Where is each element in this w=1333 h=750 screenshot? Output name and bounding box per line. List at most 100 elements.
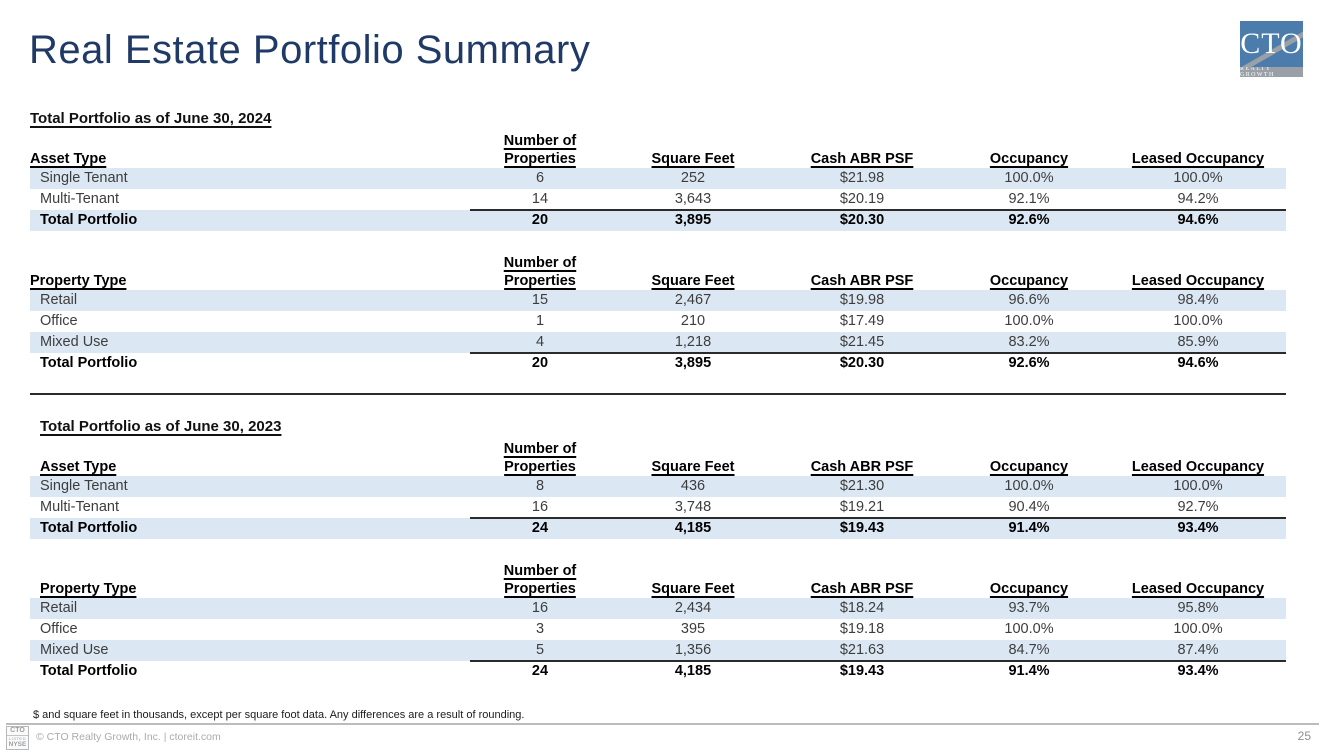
table-row: Retail 15 2,467 $19.98 96.6% 98.4% xyxy=(30,290,1286,311)
table-row: Single Tenant 6 252 $21.98 100.0% 100.0% xyxy=(30,168,1286,189)
row-label: Multi-Tenant xyxy=(40,191,119,207)
total-value: 94.6% xyxy=(1177,212,1219,228)
row-label-header: Asset Type xyxy=(40,459,117,475)
table-body: Single Tenant 6 252 $21.98 100.0% 100.0% Multi… xyxy=(30,168,1286,210)
header-spacer xyxy=(30,562,470,580)
col-header-top: Number of xyxy=(503,133,577,149)
row-value: $19.98 xyxy=(839,292,885,308)
portfolio-section: Total Portfolio as of June 30, 2023 Numb… xyxy=(30,418,1286,682)
table-row: Multi-Tenant 16 3,748 $19.21 90.4% 92.7% xyxy=(30,497,1286,518)
col-header-top xyxy=(1110,562,1286,580)
col-header-top xyxy=(948,440,1110,458)
total-value: 4,185 xyxy=(674,663,712,679)
col-header: Leased Occupancy xyxy=(1131,581,1265,597)
section-divider xyxy=(30,393,1286,395)
copyright-text: © CTO Realty Growth, Inc. | ctoreit.com xyxy=(36,731,221,743)
total-value: 92.6% xyxy=(1008,212,1050,228)
footnote: $ and square feet in thousands, except p… xyxy=(33,709,525,721)
portfolio-table: Number of Property Type Properties Squar… xyxy=(30,254,1286,374)
row-value: $19.21 xyxy=(839,499,885,515)
total-value: 93.4% xyxy=(1177,663,1219,679)
total-label: Total Portfolio xyxy=(40,663,138,679)
header-spacer xyxy=(30,132,470,150)
row-value: 98.4% xyxy=(1177,292,1219,308)
total-value: $20.30 xyxy=(839,355,885,371)
col-header: Occupancy xyxy=(989,151,1069,167)
row-label: Retail xyxy=(40,600,78,616)
col-header-top: Number of xyxy=(503,441,577,457)
row-value: 100.0% xyxy=(1004,170,1054,186)
table-header-row: Property Type Properties Square Feet Cas… xyxy=(30,272,1286,290)
row-value: 100.0% xyxy=(1173,170,1223,186)
header-spacer xyxy=(30,440,470,458)
col-header-top xyxy=(1110,440,1286,458)
total-value: 93.4% xyxy=(1177,520,1219,536)
total-row: Total Portfolio 20 3,895 $20.30 92.6% 94… xyxy=(30,209,1286,231)
row-label: Office xyxy=(40,621,78,637)
section-tables: Number of Asset Type Properties Square F… xyxy=(30,440,1286,682)
section-heading: Total Portfolio as of June 30, 2023 xyxy=(40,418,282,435)
col-header: Cash ABR PSF xyxy=(810,459,914,475)
table-row: Mixed Use 5 1,356 $21.63 84.7% 87.4% xyxy=(30,640,1286,661)
row-value: $21.98 xyxy=(839,170,885,186)
table-row: Office 3 395 $19.18 100.0% 100.0% xyxy=(30,619,1286,640)
col-header: Cash ABR PSF xyxy=(810,581,914,597)
table-header-row-top: Number of xyxy=(30,254,1286,272)
row-value: $21.63 xyxy=(839,642,885,658)
row-value: 95.8% xyxy=(1177,600,1219,616)
table-body: Single Tenant 8 436 $21.30 100.0% 100.0% Multi… xyxy=(30,476,1286,518)
total-value: $19.43 xyxy=(839,520,885,536)
table-row: Multi-Tenant 14 3,643 $20.19 92.1% 94.2% xyxy=(30,189,1286,210)
row-value: 6 xyxy=(535,170,545,186)
col-header: Square Feet xyxy=(651,581,735,597)
col-header-top xyxy=(610,562,776,580)
row-value: 87.4% xyxy=(1177,642,1219,658)
table-header-row: Property Type Properties Square Feet Cas… xyxy=(30,580,1286,598)
row-value: 1,356 xyxy=(674,642,712,658)
portfolio-tables-area: Total Portfolio as of June 30, 2024 Numb… xyxy=(30,110,1286,682)
row-label: Retail xyxy=(40,292,78,308)
table-header-row-top: Number of xyxy=(30,132,1286,150)
footer-divider xyxy=(6,723,1319,725)
total-label: Total Portfolio xyxy=(40,520,138,536)
total-row: Total Portfolio 24 4,185 $19.43 91.4% 93… xyxy=(30,660,1286,682)
total-row: Total Portfolio 24 4,185 $19.43 91.4% 93… xyxy=(30,517,1286,539)
row-value: 14 xyxy=(531,191,549,207)
row-label: Mixed Use xyxy=(40,642,109,658)
col-header-top xyxy=(776,562,948,580)
row-value: 16 xyxy=(531,499,549,515)
page-number: 25 xyxy=(1297,729,1311,743)
row-value: 100.0% xyxy=(1004,313,1054,329)
total-value: 24 xyxy=(531,663,549,679)
logo-tagline: REALTY GROWTH xyxy=(1240,66,1303,78)
row-value: $21.30 xyxy=(839,478,885,494)
total-value: $20.30 xyxy=(839,212,885,228)
row-label: Multi-Tenant xyxy=(40,499,119,515)
row-value: 90.4% xyxy=(1008,499,1050,515)
col-header-top xyxy=(776,254,948,272)
col-header: Square Feet xyxy=(651,459,735,475)
col-header: Leased Occupancy xyxy=(1131,151,1265,167)
col-header-top xyxy=(610,254,776,272)
logo-wordmark: CTO xyxy=(1240,27,1303,60)
col-header-top: Number of xyxy=(503,563,577,579)
col-header: Cash ABR PSF xyxy=(810,273,914,289)
row-value: $17.49 xyxy=(839,313,885,329)
col-header: Properties xyxy=(504,459,576,475)
row-value: 8 xyxy=(535,478,545,494)
row-value: $21.45 xyxy=(839,334,885,350)
row-value: $18.24 xyxy=(839,600,885,616)
col-header: Occupancy xyxy=(989,581,1069,597)
total-value: 91.4% xyxy=(1008,520,1050,536)
table-header-row: Asset Type Properties Square Feet Cash A… xyxy=(30,458,1286,476)
row-value: 1 xyxy=(535,313,545,329)
col-header: Properties xyxy=(504,273,576,289)
row-value: 3,643 xyxy=(674,191,712,207)
col-header: Properties xyxy=(504,151,576,167)
cto-realty-growth-logo: CTO REALTY GROWTH xyxy=(1240,21,1303,78)
row-value: 84.7% xyxy=(1008,642,1050,658)
table-body: Retail 15 2,467 $19.98 96.6% 98.4% Office 1 210 $… xyxy=(30,290,1286,353)
table-header-row-top: Number of xyxy=(30,562,1286,580)
row-value: 395 xyxy=(680,621,706,637)
row-value: 83.2% xyxy=(1008,334,1050,350)
